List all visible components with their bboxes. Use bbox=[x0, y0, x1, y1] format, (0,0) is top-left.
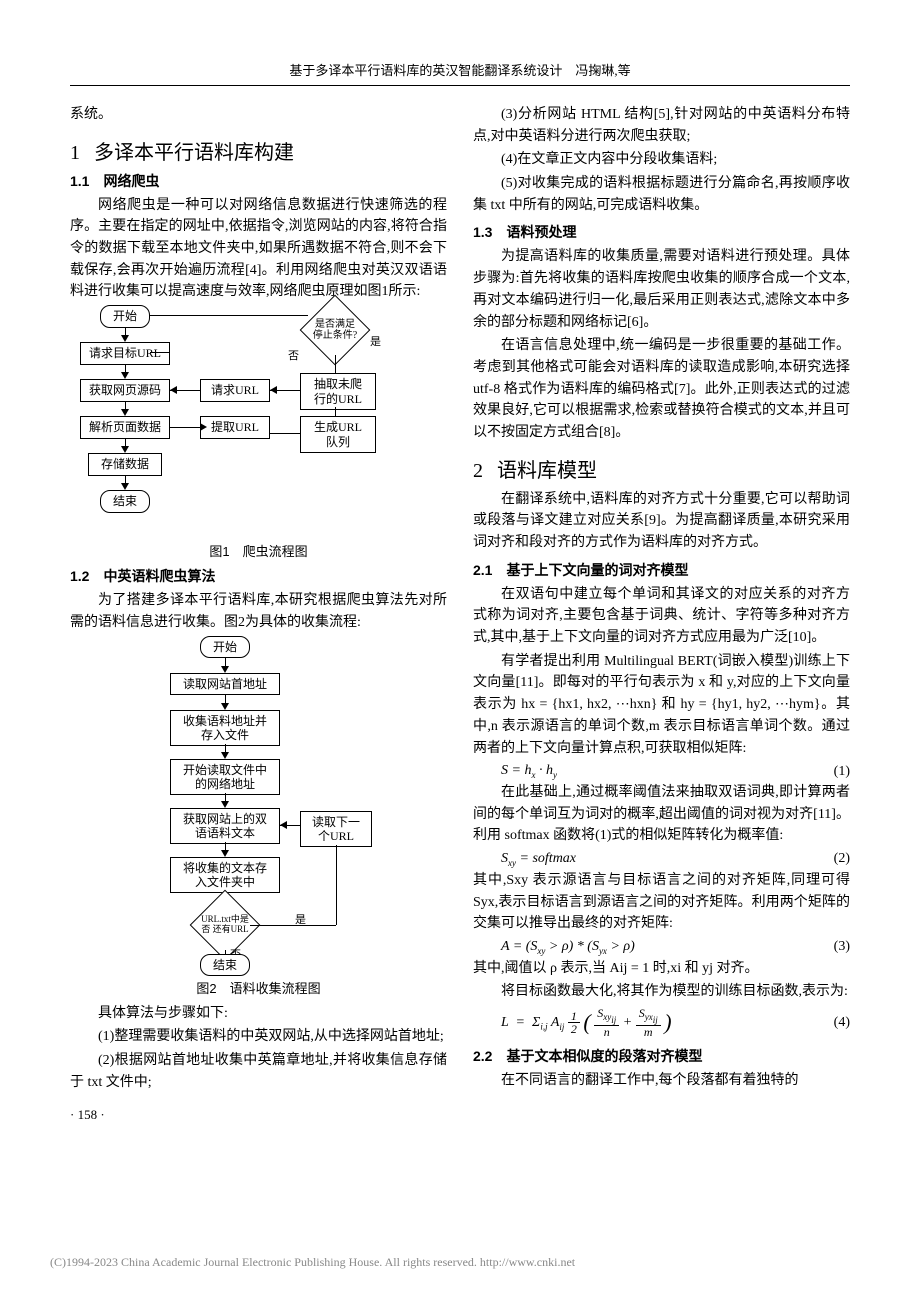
para: 在语言信息处理中,统一编码是一步很重要的基础工作。考虑到其他格式可能会对语料库的… bbox=[473, 335, 850, 443]
para: 为提高语料库的收集质量,需要对语料进行预处理。具体步骤为:首先将收集的语料库按爬… bbox=[473, 246, 850, 333]
para: 为了搭建多译本平行语料库,本研究根据爬虫算法先对所需的语料信息进行收集。图2为具… bbox=[70, 590, 447, 633]
figure-2-flowchart: 开始 读取网站首地址 收集语料地址并 存入文件 开始读取文件中 的网络地址 获取… bbox=[70, 636, 447, 974]
section-heading-1: 1 多译本平行语料库构建 bbox=[70, 136, 447, 165]
subsection-heading: 2.2 基于文本相似度的段落对齐模型 bbox=[473, 1046, 850, 1066]
step-item: (2)根据网站首地址收集中英篇章地址,并将收集信息存储于 txt 文件中; bbox=[70, 1050, 447, 1093]
para: 其中,Sxy 表示源语言与目标语言之间的对齐矩阵,同理可得 Syx,表示目标语言… bbox=[473, 870, 850, 935]
flow-node: 读取下一 个URL bbox=[300, 811, 372, 848]
flow-node: 开始读取文件中 的网络地址 bbox=[170, 759, 280, 796]
right-column: (3)分析网站 HTML 结构[5],针对网站的中英语料分布特点,对中英语料分进… bbox=[473, 104, 850, 1123]
para: 在此基础上,通过概率阈值法来抽取双语词典,即计算两者间的每个单词互为词对的概率,… bbox=[473, 782, 850, 847]
section-number: 2 bbox=[473, 460, 483, 483]
para: 在翻译系统中,语料库的对齐方式十分重要,它可以帮助词或段落与译文建立对应关系[9… bbox=[473, 489, 850, 554]
equation-2: Sxy = softmax (2) bbox=[473, 849, 850, 870]
flow-node: 抽取未爬 行的URL bbox=[300, 373, 376, 410]
para: 其中,阈值以 ρ 表示,当 Aij = 1 时,xi 和 yj 对齐。 bbox=[473, 958, 850, 980]
flow-node: 收集语料地址并 存入文件 bbox=[170, 710, 280, 747]
section-title: 多译本平行语料库构建 bbox=[94, 136, 294, 165]
para: 在不同语言的翻译工作中,每个段落都有着独特的 bbox=[473, 1070, 850, 1092]
flow-start: 开始 bbox=[100, 305, 150, 327]
para: 将目标函数最大化,将其作为模型的训练目标函数,表示为: bbox=[473, 981, 850, 1003]
subsection-heading: 1.1 网络爬虫 bbox=[70, 171, 447, 191]
flow-node: 获取网站上的双 语语料文本 bbox=[170, 808, 280, 845]
para: 具体算法与步骤如下: bbox=[70, 1003, 447, 1025]
step-item: (3)分析网站 HTML 结构[5],针对网站的中英语料分布特点,对中英语料分进… bbox=[473, 104, 850, 147]
section-number: 1 bbox=[70, 142, 80, 165]
flow-node: 获取网页源码 bbox=[80, 379, 170, 401]
section-heading-2: 2 语料库模型 bbox=[473, 454, 850, 483]
figure-1-flowchart: 开始 请求目标URL 获取网页源码 解析页面数据 存储数据 结束 请求URL 提… bbox=[70, 305, 447, 537]
flow-node: 提取URL bbox=[200, 416, 270, 438]
para: 系统。 bbox=[70, 104, 447, 126]
flow-node: 请求目标URL bbox=[80, 342, 170, 364]
footer-copyright: (C)1994-2023 China Academic Journal Elec… bbox=[0, 1255, 920, 1270]
flow-start: 开始 bbox=[200, 636, 250, 658]
left-column: 系统。 1 多译本平行语料库构建 1.1 网络爬虫 网络爬虫是一种可以对网络信息… bbox=[70, 104, 447, 1123]
page-number: · 158 · bbox=[70, 1107, 447, 1123]
flow-node: 解析页面数据 bbox=[80, 416, 170, 438]
flow-node: 生成URL 队列 bbox=[300, 416, 376, 453]
subsection-heading: 2.1 基于上下文向量的词对齐模型 bbox=[473, 560, 850, 580]
step-item: (4)在文章正文内容中分段收集语料; bbox=[473, 149, 850, 171]
equation-4: L = Σi,j Aij 12 ( Sxyijn + Syxijm ) (4) bbox=[473, 1005, 850, 1040]
step-item: (1)整理需要收集语料的中英双网站,从中选择网站首地址; bbox=[70, 1026, 447, 1048]
equation-3: A = (Sxy > ρ) * (Syx > ρ) (3) bbox=[473, 937, 850, 958]
section-title: 语料库模型 bbox=[497, 454, 597, 483]
running-header: 基于多译本平行语料库的英汉智能翻译系统设计 冯掬琳,等 bbox=[70, 60, 850, 86]
edge-label: 是 bbox=[370, 333, 381, 349]
para: 在双语句中建立每个单词和其译文的对应关系的对齐方式称为词对齐,主要包含基于词典、… bbox=[473, 584, 850, 649]
flow-node: 存储数据 bbox=[88, 453, 162, 475]
step-item: (5)对收集完成的语料根据标题进行分篇命名,再按顺序收集 txt 中所有的网站,… bbox=[473, 173, 850, 216]
para: 网络爬虫是一种可以对网络信息数据进行快速筛选的程序。主要在指定的网址中,依据指令… bbox=[70, 195, 447, 303]
flow-end: 结束 bbox=[200, 954, 250, 976]
flow-node: 将收集的文本存 入文件夹中 bbox=[170, 857, 280, 894]
flow-end: 结束 bbox=[100, 490, 150, 512]
edge-label: 否 bbox=[288, 347, 299, 363]
subsection-heading: 1.2 中英语料爬虫算法 bbox=[70, 566, 447, 586]
subsection-heading: 1.3 语料预处理 bbox=[473, 222, 850, 242]
flow-node: 请求URL bbox=[200, 379, 270, 401]
flow-node: 读取网站首地址 bbox=[170, 673, 280, 695]
figure-1-caption: 图1 爬虫流程图 bbox=[70, 541, 447, 560]
equation-1: S = hx · hy (1) bbox=[473, 761, 850, 782]
para: 有学者提出利用 Multilingual BERT(词嵌入模型)训练上下文向量[… bbox=[473, 651, 850, 759]
figure-2-caption: 图2 语料收集流程图 bbox=[70, 978, 447, 997]
